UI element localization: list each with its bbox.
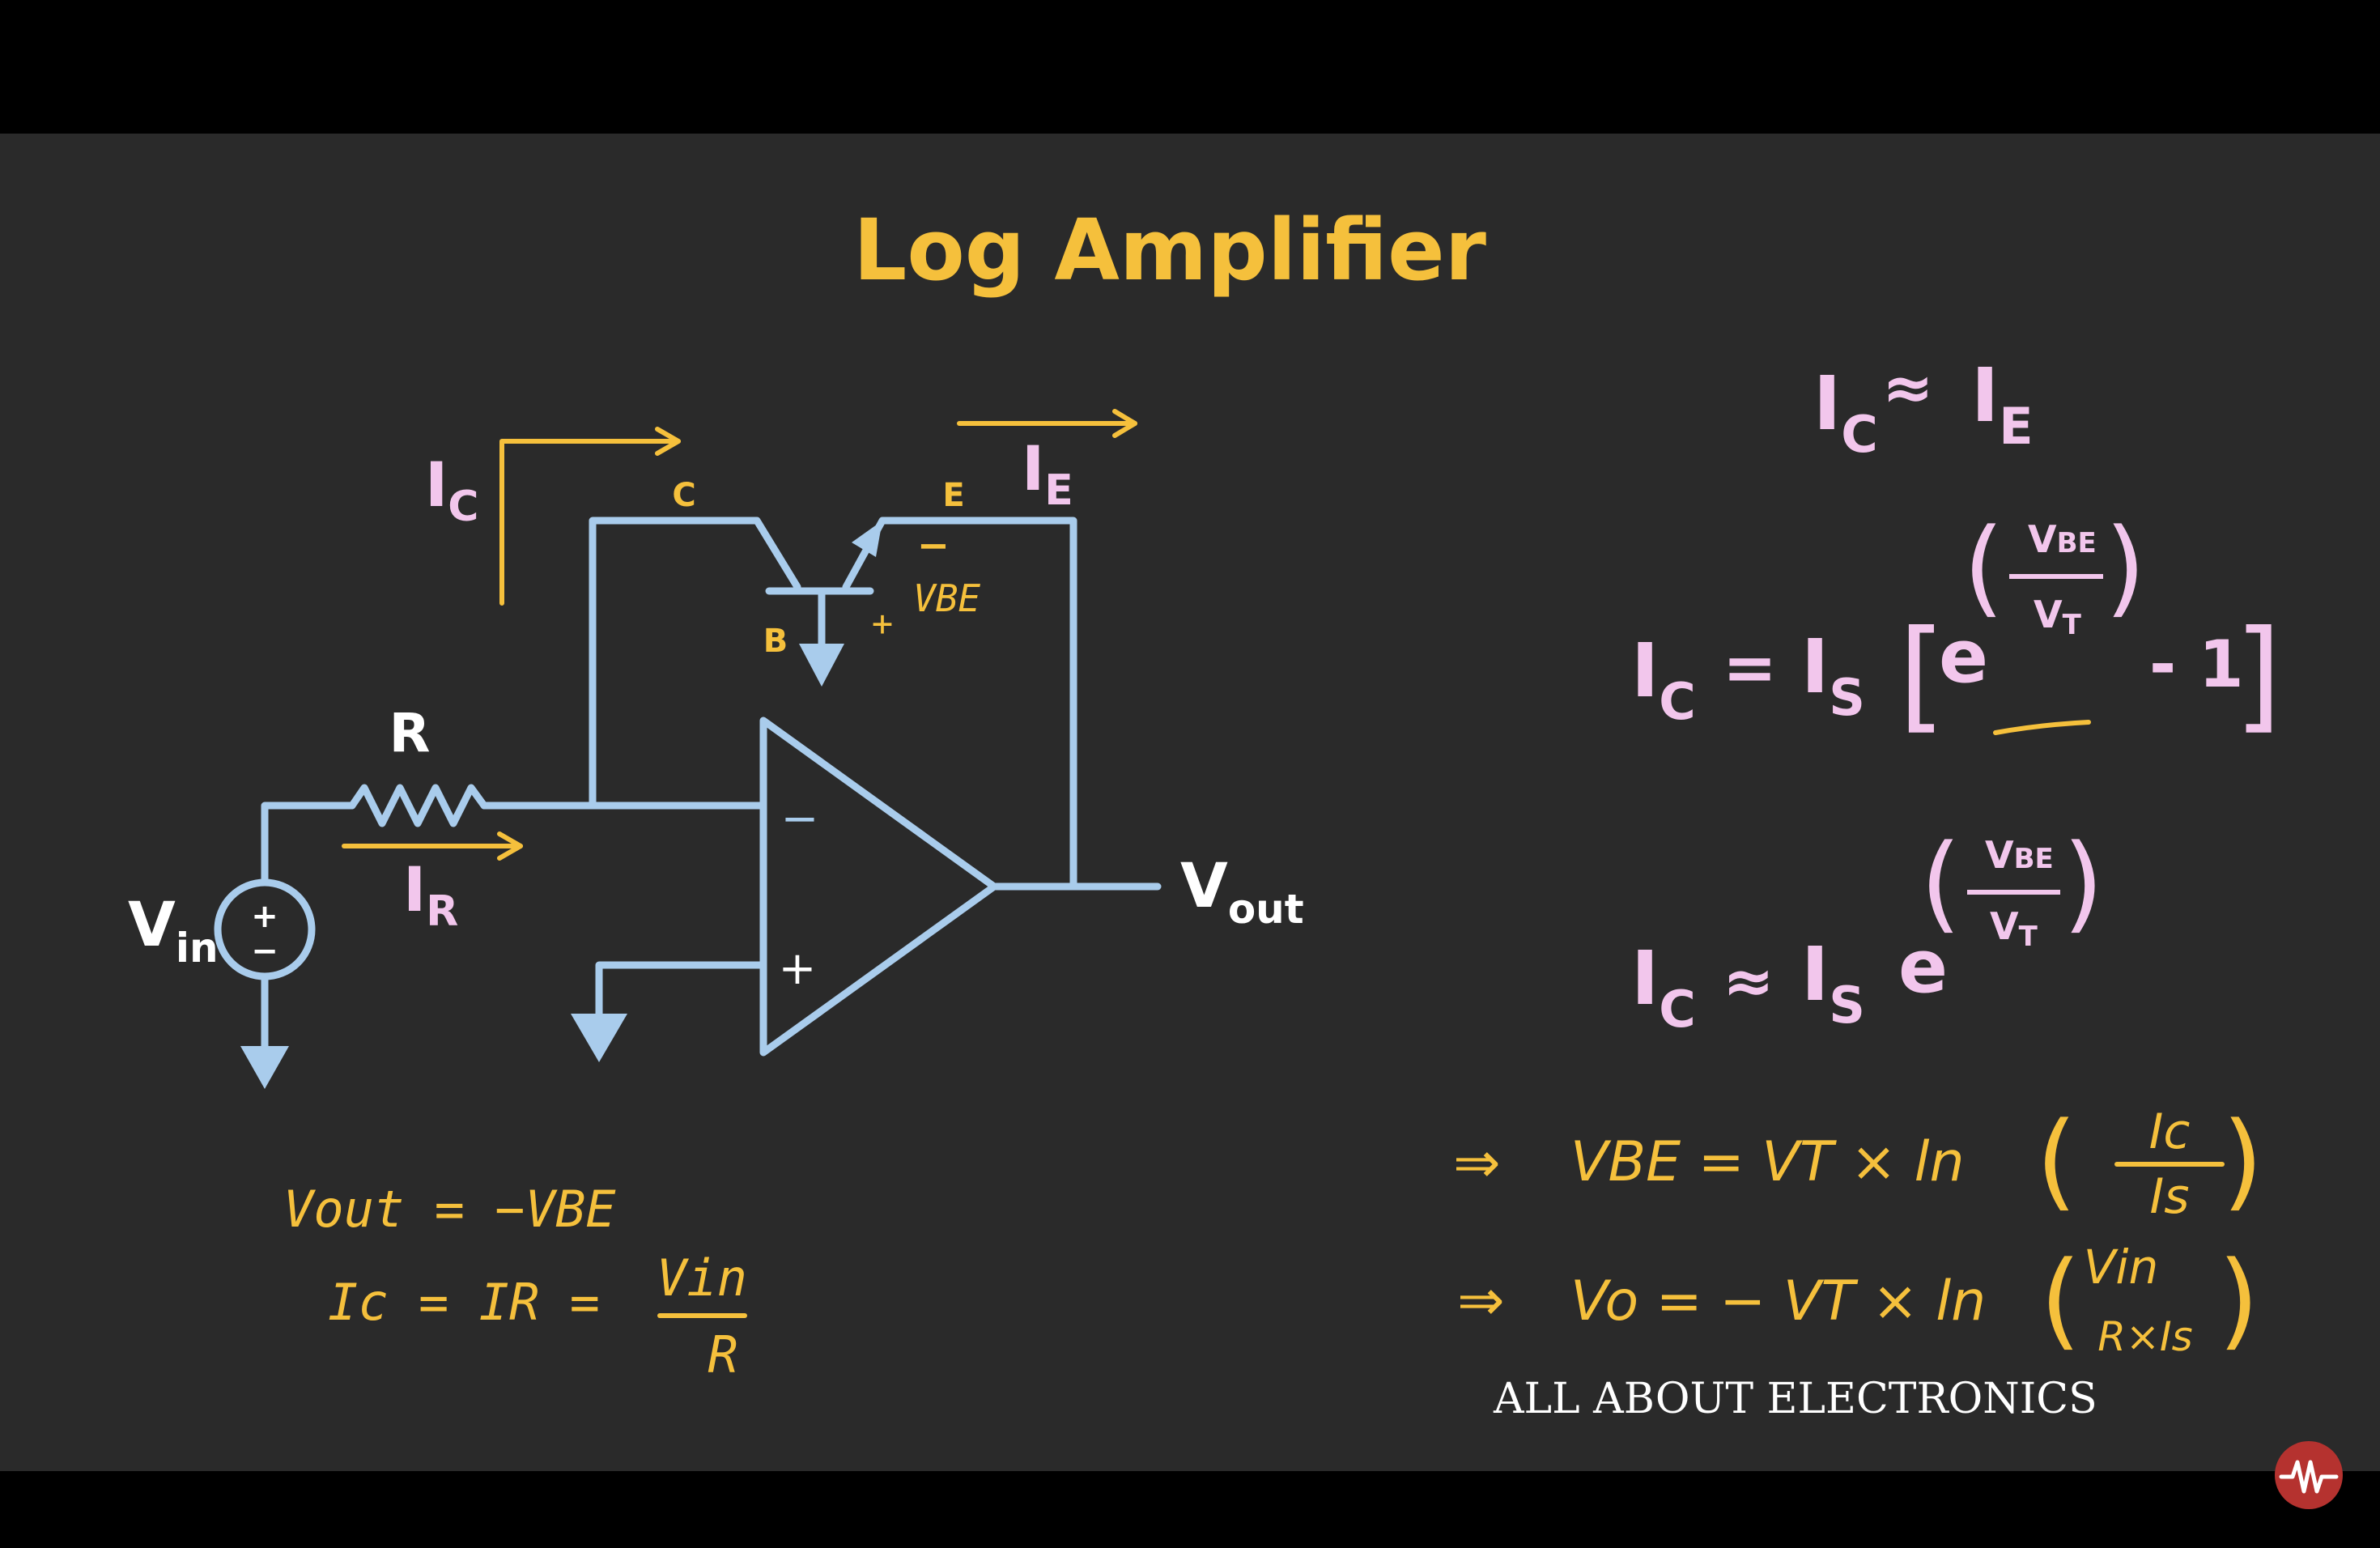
opamp-plus-sign: + [779,942,817,995]
svg-text:e: e [1898,925,1948,1010]
equation-vbe: ⇒ VBE = VT × ln ( Ic Is ) [1453,1099,2263,1225]
note-ic-num: Vin [657,1248,747,1308]
svg-text:VBE = VT × ln: VBE = VT × ln [1570,1130,1965,1194]
current-arrows [342,409,1137,861]
op-amp [759,717,998,1057]
equation-ic-approx-ie: IC ≈ IE [1813,351,2034,464]
source-plus-sign: + [251,898,278,935]
paren-right: ) [2222,1099,2263,1222]
label-collector: C [672,477,695,514]
channel-logo[interactable] [2275,1441,2343,1509]
label-ic: IC [425,449,478,531]
ie-arrow-head [1112,409,1137,438]
letterbox-bottom [0,1471,2380,1548]
label-vbe-minus: − [917,523,950,568]
svg-text:IC: IC [1813,360,1878,464]
equation-diode: IC = IS [ e ( VBE VT ) - 1 ] [1631,505,2282,746]
wire-source-to-resistor [261,802,356,887]
equation-vo: ⇒ Vo = − VT × ln ( Vin R×Is ) [1457,1238,2259,1361]
paren-right: ) [2218,1238,2259,1361]
paren-left: ( [1963,505,2004,628]
equation-diode-approx: IC ≈ IS e ( VBE VT ) [1631,821,2104,1039]
ic-arrow-icon [499,439,681,606]
ground-icon [799,644,844,687]
svg-text:Vin: Vin [2084,1240,2159,1295]
svg-text:≈: ≈ [1723,945,1774,1017]
svg-text:VT: VT [2034,593,2082,641]
label-vout: Vout [1180,849,1304,933]
svg-text:R×Is: R×Is [2097,1313,2192,1360]
note-ic-lhs: Ic = IR = [328,1273,600,1332]
source-minus-sign: − [251,933,278,970]
bracket-left: [ [1898,605,1946,746]
paren-left: ( [1920,821,1961,944]
letterbox-top [0,0,2380,134]
svg-text:VBE: VBE [2028,517,2097,561]
label-resistor: R [389,702,431,764]
resistor-zigzag [348,784,488,827]
svg-text:IE: IE [1971,352,2034,456]
paren-right: ) [2063,821,2104,944]
ground-symbols [240,521,882,1089]
note-ic-den: R [708,1325,737,1384]
brand-watermark: ALL ABOUT ELECTRONICS [1493,1375,2097,1423]
svg-text:IS: IS [1801,623,1865,727]
svg-text:IC: IC [1631,935,1696,1039]
svg-text:e: e [1939,615,1988,700]
paren-right: ) [2105,505,2146,628]
svg-text:Vo = − VT × ln: Vo = − VT × ln [1570,1269,1986,1333]
svg-text:=: = [1723,630,1777,705]
ir-arrow-head [497,831,523,861]
waveform-icon [2279,1460,2339,1494]
label-ir: IR [403,853,458,936]
circuit-diagram [214,517,1162,1057]
svg-text:⇒: ⇒ [1457,1267,1505,1333]
note-vout: Vout = −VBE [283,1180,616,1239]
wire-collector [589,517,801,810]
svg-text:VBE: VBE [1985,833,2054,877]
svg-text:⇒: ⇒ [1453,1129,1501,1196]
opamp-minus-sign: − [781,793,819,845]
bracket-right: ] [2234,605,2282,746]
underline-mark [1993,720,2091,735]
svg-text:≈: ≈ [1882,351,1934,423]
wire-emitter [842,517,1077,891]
ic-arrow-head [655,427,681,456]
label-vbe-plus: + [872,603,894,644]
paren-left: ( [2036,1099,2077,1222]
label-vin: Vin [128,888,219,972]
label-ie: IE [1022,432,1073,515]
paren-left: ( [2040,1238,2081,1361]
svg-text:VT: VT [1990,904,2038,953]
label-vbe: VBE [913,576,980,620]
emitter-arrow-icon [852,521,882,557]
page-title: Log Amplifier [853,201,1486,300]
svg-text:Ic: Ic [2149,1104,2191,1160]
svg-text:IC: IC [1631,627,1696,731]
label-base: B [763,623,788,660]
svg-text:Is: Is [2150,1168,2190,1225]
svg-text:IS: IS [1801,931,1865,1035]
wire-noninverting-ground [595,961,767,1023]
svg-text:- 1: - 1 [2149,627,2244,702]
ground-icon [240,1046,289,1089]
label-emitter: E [942,477,964,514]
ground-icon [571,1014,627,1062]
